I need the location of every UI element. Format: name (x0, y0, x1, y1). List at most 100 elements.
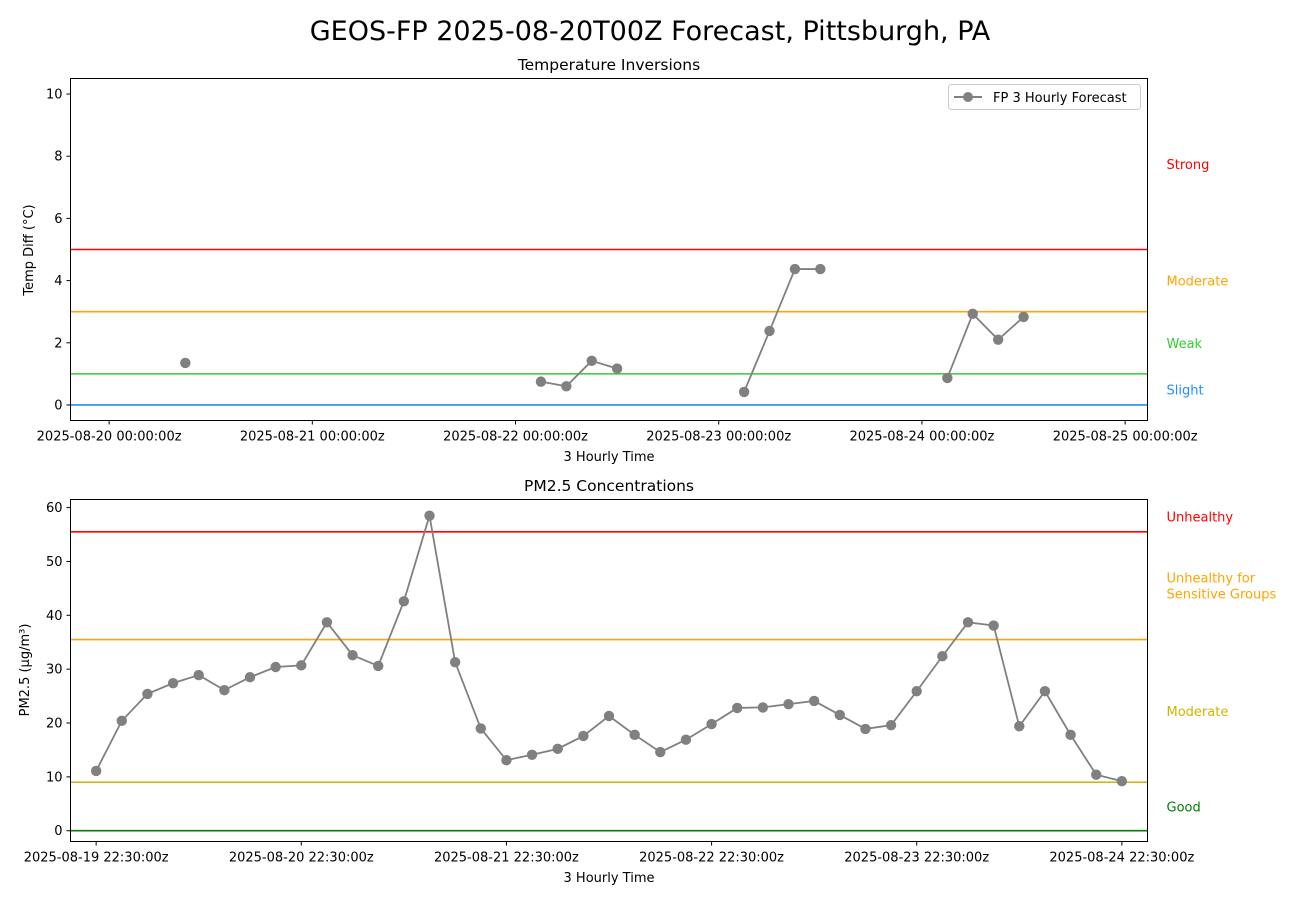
data-point (603, 710, 615, 722)
data-point (116, 715, 127, 727)
data-point (764, 325, 775, 337)
chart-title: PM2.5 Concentrations (524, 477, 694, 495)
data-point (561, 381, 572, 392)
figure-title: GEOS-FP 2025-08-20T00Z Forecast, Pittsbu… (310, 16, 991, 47)
data-point (501, 754, 512, 766)
series-lines (540, 268, 1025, 393)
data-point (296, 660, 307, 671)
data-point (219, 684, 230, 696)
category-label: Weak (1167, 337, 1203, 352)
x-tick-label: 2025-08-23 22:30:00z (844, 851, 989, 866)
data-point (885, 719, 897, 731)
x-tick-label: 2025-08-22 00:00:00z (443, 430, 588, 445)
data-point (1116, 775, 1128, 787)
y-axis: 0 2 4 6 8 10 (46, 88, 71, 413)
data-point (757, 702, 769, 713)
x-tick-label: 2025-08-25 00:00:00z (1053, 430, 1198, 445)
category-label: Slight (1167, 383, 1204, 398)
y-tick-label: 0 (54, 398, 62, 413)
x-axis-label: 3 Hourly Time (564, 450, 655, 465)
data-points (90, 510, 1128, 787)
x-axis: 2025-08-19 22:30:00z 2025-08-20 22:30:00z… (24, 841, 1194, 866)
x-tick-label: 2025-08-24 22:30:00z (1049, 851, 1194, 866)
data-point (860, 723, 871, 735)
x-axis-label: 3 Hourly Time (564, 871, 655, 886)
y-tick-label: 30 (46, 663, 63, 678)
threshold-lines (70, 531, 1148, 832)
y-tick-label: 0 (54, 824, 62, 839)
data-point (347, 649, 358, 661)
plot-frame (70, 499, 1148, 842)
data-point (834, 709, 845, 721)
data-point (611, 363, 623, 374)
x-tick-label: 2025-08-22 22:30:00z (639, 851, 784, 866)
category-label: Unhealthy for Sensitive Groups (1167, 572, 1277, 603)
y-axis-label: Temp Diff (°C) (22, 204, 37, 296)
category-labels: Good Moderate Unhealthy for Sensitive Group… (1167, 511, 1277, 816)
legend-label: FP 3 Hourly Forecast (993, 91, 1127, 106)
data-point (1014, 721, 1025, 732)
chart-title: Temperature Inversions (517, 56, 700, 74)
series-line (743, 268, 821, 393)
data-point (398, 596, 410, 607)
data-point (1039, 686, 1051, 697)
data-points (180, 263, 1029, 398)
plot-frame (70, 78, 1148, 421)
y-tick-label: 10 (46, 770, 63, 785)
series-line (946, 312, 1025, 379)
series-line (540, 359, 618, 388)
data-point (783, 698, 794, 710)
data-point (808, 695, 820, 707)
x-tick-label: 2025-08-20 22:30:00z (229, 851, 374, 866)
data-point (475, 723, 486, 734)
data-point (988, 620, 999, 631)
data-point (962, 617, 974, 628)
data-point (967, 308, 978, 320)
threshold-lines (70, 248, 1148, 406)
series-line (95, 515, 1123, 783)
x-tick-label: 2025-08-21 00:00:00z (240, 430, 385, 445)
data-point (321, 617, 333, 628)
category-label: Good (1167, 800, 1201, 815)
pm25-concentrations-chart: PM2.5 Concentrations 0 10 20 30 40 50 60 2025-… (18, 477, 1276, 886)
data-point (1091, 769, 1102, 780)
data-point (180, 357, 191, 369)
category-label: Moderate (1167, 275, 1229, 290)
data-point (911, 686, 922, 697)
y-tick-label: 10 (46, 88, 63, 103)
data-point (937, 651, 948, 662)
data-point (424, 510, 435, 521)
category-label: Strong (1167, 158, 1210, 173)
x-tick-label: 2025-08-23 00:00:00z (646, 430, 791, 445)
data-point (1065, 729, 1076, 741)
legend: FP 3 Hourly Forecast (948, 84, 1141, 110)
y-tick-label: 4 (54, 274, 62, 289)
data-point (526, 749, 538, 760)
y-tick-label: 60 (46, 501, 63, 516)
data-point (629, 729, 640, 741)
y-axis: 0 10 20 30 40 50 60 (46, 501, 71, 839)
data-point (578, 730, 589, 742)
data-point (449, 656, 461, 668)
temperature-inversions-chart: Temperature Inversions 0 2 4 6 8 10 2025-08-2… (22, 56, 1228, 465)
y-tick-label: 40 (46, 609, 63, 624)
x-tick-label: 2025-08-21 22:30:00z (434, 851, 579, 866)
data-point (193, 669, 204, 681)
data-point (942, 372, 953, 384)
legend-box (948, 84, 1141, 110)
category-label: Unhealthy (1167, 511, 1234, 526)
data-point (815, 263, 826, 275)
data-point (732, 702, 743, 714)
y-tick-label: 50 (46, 555, 63, 570)
category-label: Moderate (1167, 705, 1229, 720)
x-axis: 2025-08-20 00:00:00z 2025-08-21 00:00:00z… (37, 420, 1198, 445)
data-point (789, 263, 801, 275)
data-point (552, 743, 563, 755)
data-point (142, 688, 153, 700)
data-point (373, 660, 384, 672)
legend-marker (963, 92, 973, 102)
data-point (535, 376, 547, 387)
data-point (270, 661, 281, 673)
y-tick-label: 6 (54, 212, 62, 227)
